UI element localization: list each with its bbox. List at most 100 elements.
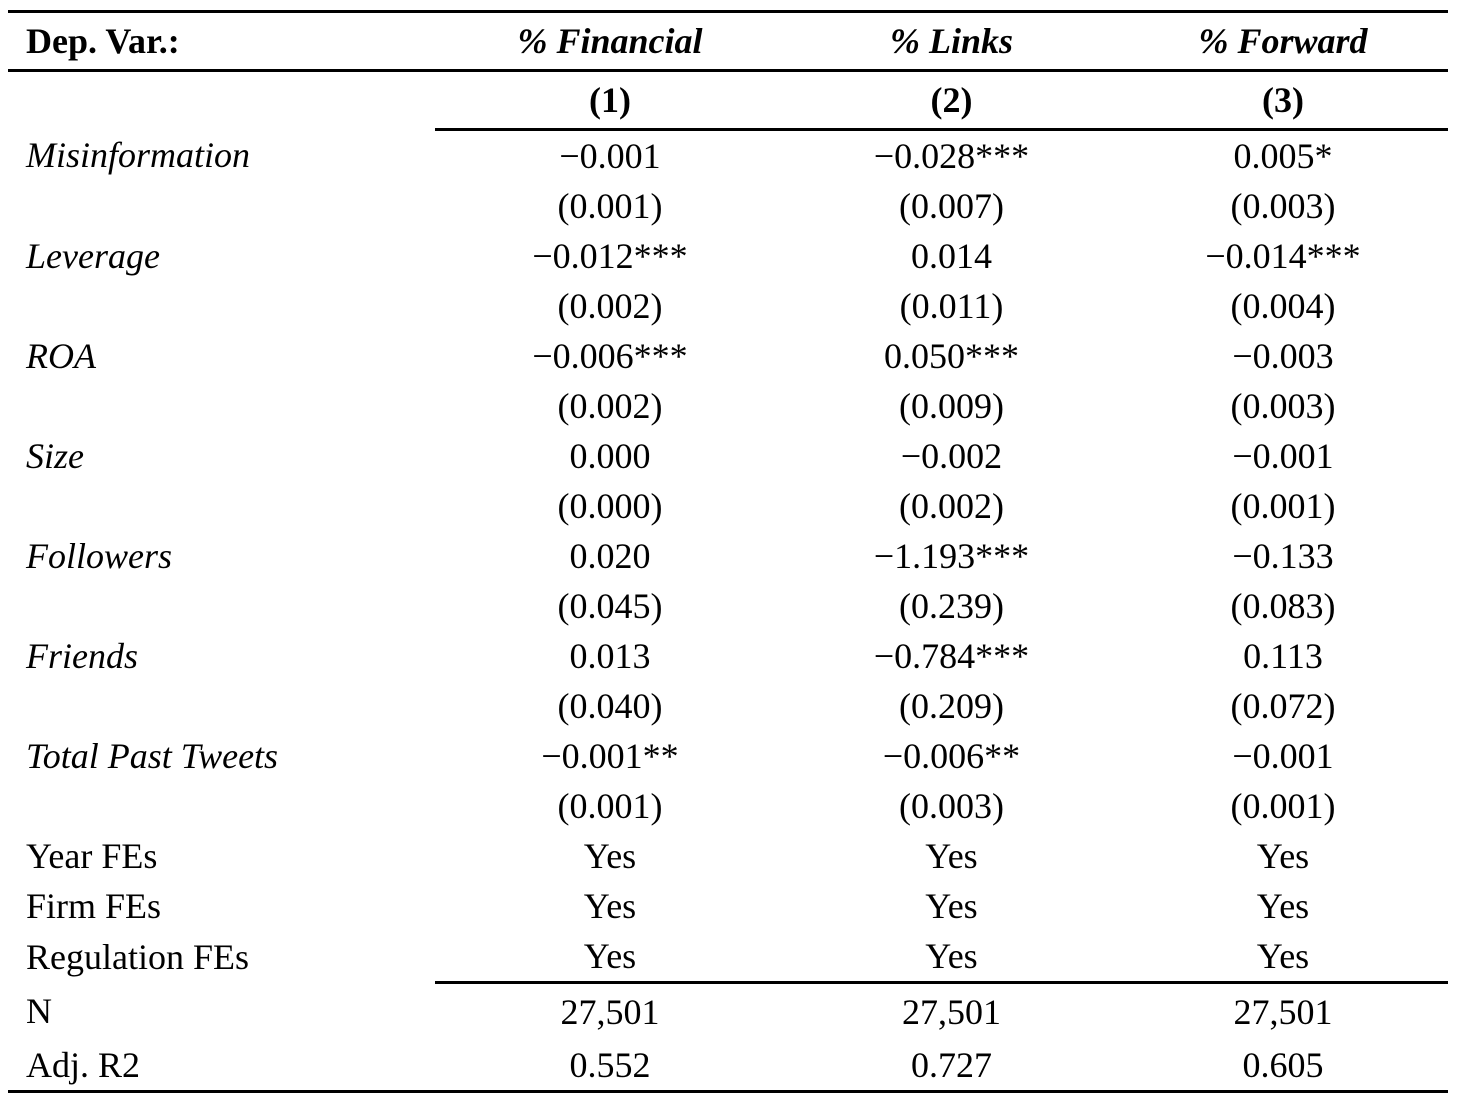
se-row-total-past-tweets: (0.001) (0.003) (0.001) — [8, 781, 1448, 831]
fe-cell: Yes — [583, 836, 637, 876]
column-number-3: (3) — [1118, 70, 1448, 131]
coef-cell: 0.014 — [911, 236, 992, 276]
stat-cell: 0.552 — [435, 1040, 785, 1093]
coef-cell: −0.012*** — [532, 236, 688, 276]
se-cell: (0.003) — [1230, 386, 1336, 426]
row-label: Misinformation — [26, 135, 251, 176]
fe-cell: Yes — [1256, 936, 1310, 976]
coef-cell: −0.014*** — [1205, 236, 1361, 276]
coef-cell: −1.193*** — [873, 536, 1030, 576]
se-cell: (0.209) — [899, 686, 1004, 726]
coef-cell: −0.006** — [882, 736, 1021, 776]
row-label: Leverage — [26, 236, 160, 276]
se-cell: (0.001) — [1230, 486, 1336, 526]
fe-cell: Yes — [583, 936, 637, 976]
coef-cell: −0.001 — [559, 136, 661, 176]
coef-row-friends: Friends 0.013 −0.784*** 0.113 — [8, 631, 1448, 681]
coef-cell: 0.113 — [1243, 636, 1323, 676]
stat-row-adj-r2: Adj. R2 0.552 0.727 0.605 — [8, 1040, 1448, 1093]
row-label: Total Past Tweets — [26, 736, 279, 776]
fe-row-year: Year FEs Yes Yes Yes — [8, 831, 1448, 881]
row-label: Firm FEs — [26, 886, 162, 926]
row-label: Followers — [26, 536, 173, 576]
coef-cell: 0.050*** — [884, 336, 1019, 376]
coef-row-size: Size 0.000 −0.002 −0.001 — [8, 431, 1448, 481]
coef-cell: 0.005* — [1233, 136, 1333, 176]
row-label: N — [26, 991, 52, 1032]
fe-row-regulation: Regulation FEs Yes Yes Yes — [8, 931, 1448, 983]
fe-cell: Yes — [925, 936, 978, 976]
coef-cell: −0.001 — [1232, 736, 1334, 776]
se-cell: (0.002) — [557, 286, 663, 326]
coef-row-roa: ROA −0.006*** 0.050*** −0.003 — [8, 331, 1448, 381]
se-cell: (0.003) — [1230, 186, 1336, 226]
se-row-misinformation: (0.001) (0.007) (0.003) — [8, 181, 1448, 231]
row-label: ROA — [26, 336, 96, 376]
se-row-size: (0.000) (0.002) (0.001) — [8, 481, 1448, 531]
coef-cell: −0.001** — [541, 736, 679, 776]
se-cell: (0.083) — [1230, 586, 1336, 626]
stat-cell: 0.727 — [785, 1040, 1118, 1093]
stat-cell: 27,501 — [785, 981, 1118, 1040]
row-label: Size — [26, 436, 84, 476]
stat-cell: 0.605 — [1118, 1040, 1448, 1093]
stat-row-n: N 27,501 27,501 27,501 — [8, 981, 1448, 1040]
stat-cell: 27,501 — [435, 981, 785, 1040]
se-cell: (0.007) — [899, 186, 1004, 226]
column-header-links: % Links — [785, 10, 1118, 72]
stat-cell: 27,501 — [1118, 981, 1448, 1040]
fe-cell: Yes — [1256, 836, 1310, 876]
coef-cell: −0.028*** — [873, 136, 1030, 176]
column-number-2: (2) — [785, 70, 1118, 131]
coef-row-total-past-tweets: Total Past Tweets −0.001** −0.006** −0.0… — [8, 731, 1448, 781]
se-cell: (0.045) — [557, 586, 663, 626]
se-row-leverage: (0.002) (0.011) (0.004) — [8, 281, 1448, 331]
coef-cell: −0.002 — [900, 436, 1003, 476]
se-cell: (0.004) — [1230, 286, 1336, 326]
column-header-financial: % Financial — [435, 10, 785, 72]
coef-cell: −0.006*** — [532, 336, 688, 376]
coef-row-misinformation: Misinformation −0.001 −0.028*** 0.005* — [8, 130, 1448, 182]
fe-cell: Yes — [925, 836, 978, 876]
se-cell: (0.072) — [1230, 686, 1336, 726]
se-cell: (0.239) — [899, 586, 1004, 626]
header-row: Dep. Var.: % Financial % Links % Forward — [8, 10, 1448, 72]
coef-cell: −0.001 — [1232, 436, 1334, 476]
row-label: Year FEs — [26, 836, 158, 876]
se-cell: (0.001) — [1230, 786, 1336, 826]
fe-row-firm: Firm FEs Yes Yes Yes — [8, 881, 1448, 931]
column-number-row: (1) (2) (3) — [8, 70, 1448, 131]
coef-cell: −0.133 — [1232, 536, 1334, 576]
column-number-1: (1) — [435, 70, 785, 131]
regression-table: Dep. Var.: % Financial % Links % Forward… — [8, 10, 1448, 1093]
se-cell: (0.009) — [899, 386, 1004, 426]
coef-cell: −0.784*** — [873, 636, 1030, 676]
se-cell: (0.011) — [899, 286, 1004, 326]
row-label: Adj. R2 — [8, 1040, 435, 1093]
se-cell: (0.002) — [899, 486, 1004, 526]
coef-cell: 0.013 — [569, 636, 651, 676]
se-row-roa: (0.002) (0.009) (0.003) — [8, 381, 1448, 431]
fe-cell: Yes — [925, 886, 978, 926]
se-cell: (0.003) — [899, 786, 1004, 826]
se-row-followers: (0.045) (0.239) (0.083) — [8, 581, 1448, 631]
column-number-spacer — [8, 71, 435, 130]
se-row-friends: (0.040) (0.209) (0.072) — [8, 681, 1448, 731]
row-label: Regulation FEs — [26, 936, 249, 977]
coef-cell: −0.003 — [1232, 336, 1334, 376]
coef-cell: 0.000 — [569, 436, 651, 476]
column-header-forward: % Forward — [1118, 10, 1448, 72]
fe-cell: Yes — [1256, 886, 1310, 926]
se-cell: (0.001) — [557, 786, 663, 826]
coef-cell: 0.020 — [569, 536, 651, 576]
se-cell: (0.040) — [557, 686, 663, 726]
coef-row-followers: Followers 0.020 −1.193*** −0.133 — [8, 531, 1448, 581]
se-cell: (0.000) — [557, 486, 663, 526]
regression-table-container: Dep. Var.: % Financial % Links % Forward… — [8, 10, 1448, 1093]
se-cell: (0.002) — [557, 386, 663, 426]
coef-row-leverage: Leverage −0.012*** 0.014 −0.014*** — [8, 231, 1448, 281]
row-label: Friends — [26, 636, 138, 676]
dep-var-label: Dep. Var.: — [8, 10, 435, 72]
se-cell: (0.001) — [557, 186, 663, 226]
fe-cell: Yes — [583, 886, 637, 926]
